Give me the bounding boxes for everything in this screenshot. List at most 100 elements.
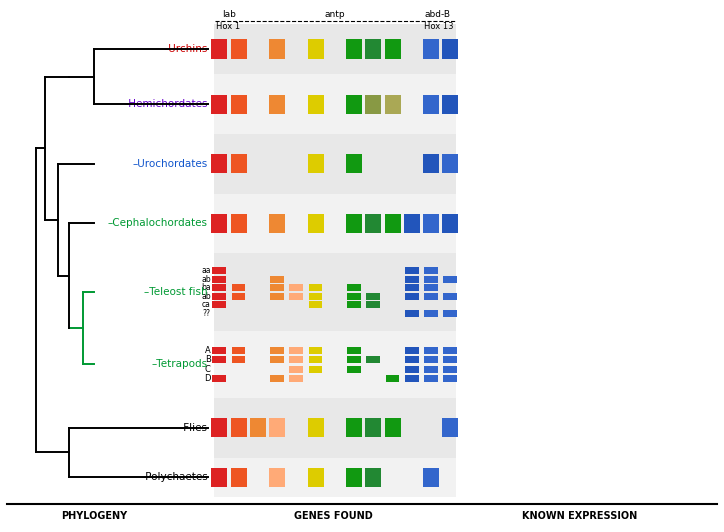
Bar	[232, 293, 245, 300]
Bar	[423, 39, 439, 59]
Bar	[214, 331, 456, 398]
Bar	[290, 376, 303, 382]
Bar	[424, 376, 438, 382]
Text: Hox 1: Hox 1	[216, 22, 240, 31]
Bar	[384, 418, 400, 437]
Bar	[424, 347, 438, 353]
Bar	[443, 276, 458, 283]
Bar	[290, 356, 303, 363]
Bar	[213, 301, 226, 309]
Text: ??: ??	[203, 309, 211, 318]
Bar	[384, 214, 400, 233]
Bar	[348, 366, 361, 372]
Bar	[214, 194, 456, 253]
Text: antp: antp	[324, 10, 345, 19]
Bar	[308, 95, 324, 114]
Bar	[232, 284, 245, 292]
Text: –Flies: –Flies	[179, 423, 208, 433]
Bar	[405, 310, 418, 317]
Text: PHYLOGENY: PHYLOGENY	[61, 511, 127, 521]
Bar	[443, 310, 458, 317]
Bar	[423, 468, 439, 487]
Text: C: C	[205, 365, 211, 373]
Bar	[308, 468, 324, 487]
Bar	[270, 376, 284, 382]
Bar	[366, 39, 382, 59]
Bar	[308, 347, 322, 353]
Bar	[424, 293, 438, 300]
Bar	[443, 366, 458, 372]
Bar	[269, 468, 285, 487]
Bar	[346, 95, 362, 114]
Bar	[270, 356, 284, 363]
Text: –Urochordates: –Urochordates	[132, 159, 208, 169]
Bar	[308, 154, 324, 173]
Bar	[424, 267, 438, 275]
Bar	[405, 284, 418, 292]
Bar	[346, 154, 362, 173]
Bar	[231, 39, 247, 59]
Text: –Tetrapods: –Tetrapods	[151, 360, 208, 369]
Text: –Hemichordates: –Hemichordates	[123, 99, 208, 109]
Bar	[214, 134, 456, 194]
Bar	[270, 293, 284, 300]
Bar	[366, 95, 382, 114]
Bar	[231, 418, 247, 437]
Bar	[211, 214, 227, 233]
Bar	[423, 214, 439, 233]
Bar	[424, 356, 438, 363]
Bar	[405, 276, 418, 283]
Bar	[348, 356, 361, 363]
Bar	[404, 214, 420, 233]
Bar	[231, 95, 247, 114]
Text: ab: ab	[201, 292, 211, 301]
Bar	[424, 310, 438, 317]
Bar	[424, 276, 438, 283]
Text: A: A	[205, 346, 211, 354]
Bar	[366, 301, 380, 309]
Bar	[214, 74, 456, 134]
Bar	[405, 356, 418, 363]
Bar	[214, 253, 456, 331]
Bar	[213, 267, 226, 275]
Bar	[348, 284, 361, 292]
Bar	[366, 293, 380, 300]
Bar	[231, 214, 247, 233]
Bar	[290, 284, 303, 292]
Bar	[214, 24, 456, 74]
Bar	[214, 24, 456, 497]
Bar	[269, 39, 285, 59]
Bar	[405, 366, 418, 372]
Bar	[423, 95, 439, 114]
Bar	[250, 418, 266, 437]
Bar	[232, 347, 245, 353]
Bar	[366, 214, 382, 233]
Bar	[346, 468, 362, 487]
Bar	[269, 418, 285, 437]
Bar	[270, 276, 284, 283]
Text: –Cephalochordates: –Cephalochordates	[108, 219, 208, 228]
Text: –Urchins: –Urchins	[164, 44, 208, 54]
Bar	[290, 293, 303, 300]
Text: KNOWN EXPRESSION: KNOWN EXPRESSION	[521, 511, 637, 521]
Bar	[405, 347, 418, 353]
Bar	[443, 293, 458, 300]
Bar	[213, 347, 226, 353]
Bar	[366, 468, 382, 487]
Bar	[366, 356, 380, 363]
Text: B: B	[205, 355, 211, 364]
Text: ba: ba	[201, 284, 211, 292]
Text: lab: lab	[222, 10, 236, 19]
Bar	[348, 301, 361, 309]
Bar	[231, 154, 247, 173]
Bar	[213, 276, 226, 283]
Bar	[346, 214, 362, 233]
Bar	[269, 214, 285, 233]
Bar	[308, 356, 322, 363]
Text: –Teleost fish: –Teleost fish	[144, 287, 208, 297]
Bar	[346, 418, 362, 437]
Bar	[442, 418, 458, 437]
Bar	[442, 95, 458, 114]
Bar	[348, 293, 361, 300]
Bar	[423, 154, 439, 173]
